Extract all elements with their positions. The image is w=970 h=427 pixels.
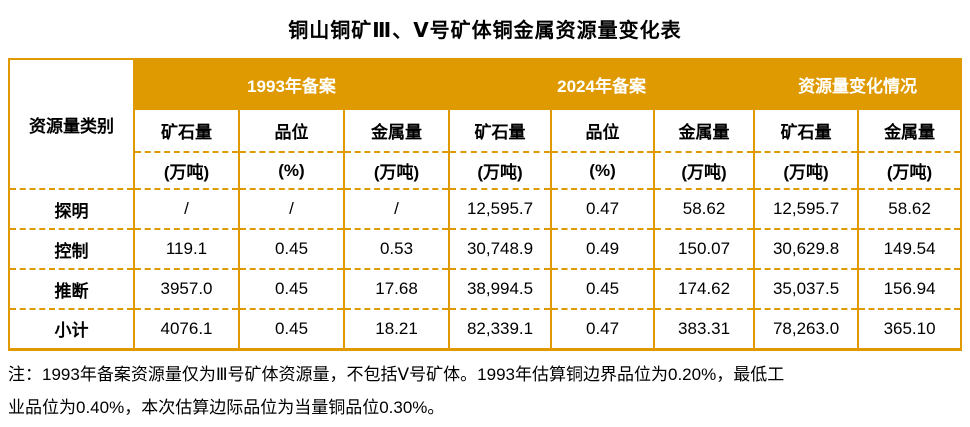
unit-header: (万吨) — [342, 152, 451, 190]
unit-header: (万吨) — [448, 152, 553, 190]
data-cell: 0.45 — [238, 309, 345, 351]
footnote-line-2: 业品位为0.40%，本次估算边际品位为当量铜品位0.30%。 — [8, 397, 445, 417]
data-cell: 30,748.9 — [448, 229, 553, 270]
data-cell: 35,037.5 — [753, 269, 860, 310]
group-header-change: 资源量变化情况 — [753, 58, 963, 110]
row-label: 探明 — [8, 189, 135, 230]
col-header: 金属量 — [857, 109, 963, 153]
unit-header: (万吨) — [753, 152, 860, 190]
unit-header: (万吨) — [857, 152, 963, 190]
data-cell: / — [238, 189, 345, 230]
data-cell: 58.62 — [857, 189, 963, 230]
data-cell: 58.62 — [653, 189, 756, 230]
table-row-proven: 探明 / / / 12,595.7 0.47 58.62 12,595.7 58… — [8, 189, 963, 230]
data-cell: 150.07 — [653, 229, 756, 270]
table-row-subtotal: 小计 4076.1 0.45 18.21 82,339.1 0.47 383.3… — [8, 309, 963, 351]
page-title: 铜山铜矿Ⅲ、Ⅴ号矿体铜金属资源量变化表 — [288, 20, 682, 42]
corner-header: 资源量类别 — [8, 58, 135, 190]
data-cell: 0.45 — [550, 269, 656, 310]
row-label: 小计 — [8, 309, 135, 351]
data-cell: 383.31 — [653, 309, 756, 351]
table-group-header-row: 资源量类别 1993年备案 2024年备案 资源量变化情况 — [8, 58, 963, 190]
unit-header: (万吨) — [133, 152, 240, 190]
data-cell: 0.49 — [550, 229, 656, 270]
table-units-row: (万吨) (%) (万吨) (万吨) (%) (万吨) (万吨) (万吨) — [9, 152, 963, 190]
data-cell: 0.47 — [550, 309, 656, 351]
group-header-2024: 2024年备案 — [448, 58, 756, 110]
data-cell: 156.94 — [857, 269, 963, 310]
data-cell: 4076.1 — [133, 309, 240, 351]
col-header: 金属量 — [653, 109, 756, 153]
table-row-inferred: 推断 3957.0 0.45 17.68 38,994.5 0.45 174.6… — [8, 269, 963, 310]
col-header: 矿石量 — [448, 109, 553, 153]
data-cell: 149.54 — [857, 229, 963, 270]
unit-header: (%) — [238, 152, 345, 190]
data-cell: 30,629.8 — [753, 229, 860, 270]
table-subcolumn-row: 矿石量 品位 金属量 矿石量 品位 金属量 矿石量 金属量 — [9, 109, 963, 153]
data-cell: / — [133, 189, 240, 230]
row-label: 控制 — [8, 229, 135, 270]
col-header: 矿石量 — [753, 109, 860, 153]
data-cell: 18.21 — [342, 309, 451, 351]
col-header: 品位 — [238, 109, 345, 153]
data-cell: 12,595.7 — [753, 189, 860, 230]
data-cell: / — [342, 189, 451, 230]
col-header: 品位 — [550, 109, 656, 153]
data-cell: 3957.0 — [133, 269, 240, 310]
unit-header: (万吨) — [653, 152, 756, 190]
unit-header: (%) — [550, 152, 656, 190]
col-header: 矿石量 — [133, 109, 240, 153]
data-cell: 12,595.7 — [448, 189, 553, 230]
data-cell: 0.53 — [342, 229, 451, 270]
footnote-line-1: 注：1993年备案资源量仅为Ⅲ号矿体资源量，不包括Ⅴ号矿体。1993年估算铜边界… — [8, 364, 785, 384]
data-cell: 78,263.0 — [753, 309, 860, 351]
resource-table: 资源量类别 1993年备案 2024年备案 资源量变化情况 矿石量 品位 金属量… — [8, 58, 963, 351]
data-cell: 38,994.5 — [448, 269, 553, 310]
data-cell: 0.47 — [550, 189, 656, 230]
data-cell: 365.10 — [857, 309, 963, 351]
row-label: 推断 — [8, 269, 135, 310]
col-header: 金属量 — [342, 109, 451, 153]
data-cell: 17.68 — [342, 269, 451, 310]
data-cell: 82,339.1 — [448, 309, 553, 351]
footnote: 注：1993年备案资源量仅为Ⅲ号矿体资源量，不包括Ⅴ号矿体。1993年估算铜边界… — [8, 358, 962, 424]
data-cell: 0.45 — [238, 269, 345, 310]
group-header-1993: 1993年备案 — [132, 58, 451, 110]
table-row-controlled: 控制 119.1 0.45 0.53 30,748.9 0.49 150.07 … — [8, 229, 963, 270]
data-cell: 119.1 — [133, 229, 240, 270]
data-cell: 174.62 — [653, 269, 756, 310]
data-cell: 0.45 — [238, 229, 345, 270]
